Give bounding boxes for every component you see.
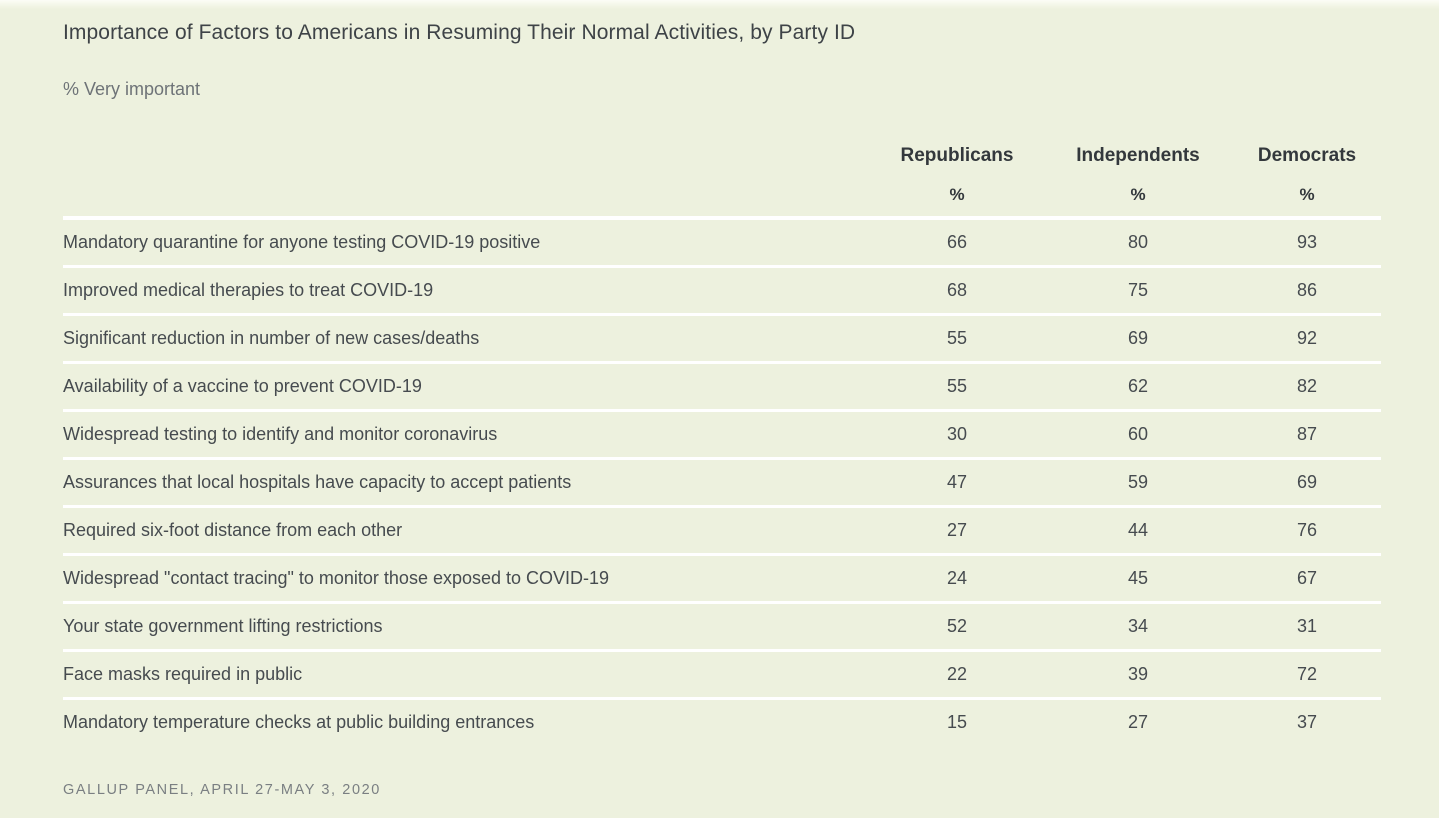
table-row: Mandatory temperature checks at public b… (63, 698, 1381, 746)
factor-label: Significant reduction in number of new c… (63, 327, 480, 348)
factor-label: Widespread "contact tracing" to monitor … (63, 567, 610, 588)
table-row: Assurances that local hospitals have cap… (63, 458, 1381, 506)
factor-label: Required six-foot distance from each oth… (63, 519, 403, 540)
gallup-table-page: Importance of Factors to Americans in Re… (0, 9, 1439, 798)
factor-label: Assurances that local hospitals have cap… (63, 471, 572, 492)
republicans-value: 22 (946, 663, 968, 684)
table-row: Your state government lifting restrictio… (63, 602, 1381, 650)
democrats-value: 92 (1296, 327, 1318, 348)
republicans-value: 55 (946, 375, 968, 396)
democrats-value: 93 (1296, 231, 1318, 252)
unit-independents: % (1043, 174, 1233, 220)
democrats-value: 67 (1296, 567, 1318, 588)
factor-label: Your state government lifting restrictio… (63, 615, 383, 636)
table-row: Improved medical therapies to treat COVI… (63, 266, 1381, 314)
factor-label: Face masks required in public (63, 663, 303, 684)
unit-header-row: % % % (63, 174, 1381, 220)
unit-republicans: % (871, 174, 1043, 220)
factor-label: Mandatory temperature checks at public b… (63, 712, 535, 733)
independents-value: 27 (1127, 712, 1149, 733)
independents-value: 80 (1127, 231, 1149, 252)
page-title: Importance of Factors to Americans in Re… (63, 21, 856, 44)
republicans-value: 27 (946, 519, 968, 540)
democrats-value: 82 (1296, 375, 1318, 396)
independents-value: 75 (1127, 279, 1149, 300)
democrats-value: 76 (1296, 519, 1318, 540)
independents-value: 44 (1127, 519, 1149, 540)
democrats-value: 31 (1296, 615, 1318, 636)
republicans-value: 68 (946, 279, 968, 300)
factor-label: Widespread testing to identify and monit… (63, 423, 498, 444)
democrats-value: 37 (1296, 712, 1318, 733)
factor-label: Availability of a vaccine to prevent COV… (63, 375, 422, 396)
republicans-value: 66 (946, 231, 968, 252)
table-row: Required six-foot distance from each oth… (63, 506, 1381, 554)
column-header-independents: Independents (1076, 145, 1200, 166)
independents-value: 60 (1127, 423, 1149, 444)
page-subtitle: % Very important (63, 79, 201, 99)
factor-label: Improved medical therapies to treat COVI… (63, 279, 434, 300)
table-body: Mandatory quarantine for anyone testing … (63, 218, 1381, 746)
republicans-value: 52 (946, 615, 968, 636)
independents-value: 69 (1127, 327, 1149, 348)
independents-value: 34 (1127, 615, 1149, 636)
source-note: GALLUP PANEL, APRIL 27-MAY 3, 2020 (63, 782, 381, 798)
table-row: Widespread "contact tracing" to monitor … (63, 554, 1381, 602)
democrats-value: 87 (1296, 423, 1318, 444)
independents-value: 45 (1127, 567, 1149, 588)
democrats-value: 72 (1296, 663, 1318, 684)
independents-value: 62 (1127, 375, 1149, 396)
table-row: Significant reduction in number of new c… (63, 314, 1381, 362)
republicans-value: 55 (946, 327, 968, 348)
republicans-value: 15 (946, 712, 968, 733)
independents-value: 59 (1127, 471, 1149, 492)
republicans-value: 24 (946, 567, 968, 588)
independents-value: 39 (1127, 663, 1149, 684)
table-row: Mandatory quarantine for anyone testing … (63, 218, 1381, 266)
column-header-republicans: Republicans (900, 145, 1014, 166)
unit-empty-cell (63, 174, 871, 220)
table-row: Face masks required in public 22 39 72 (63, 650, 1381, 698)
top-edge-highlight (0, 0, 1439, 9)
democrats-value: 69 (1296, 471, 1318, 492)
table-header: Republicans Independents Democrats % % % (63, 128, 1381, 220)
republicans-value: 30 (946, 423, 968, 444)
republicans-value: 47 (946, 471, 968, 492)
democrats-value: 86 (1296, 279, 1318, 300)
column-header-row: Republicans Independents Democrats (63, 128, 1381, 174)
poll-results-table: Republicans Independents Democrats % % %… (63, 128, 1381, 746)
unit-democrats: % (1233, 174, 1381, 220)
factor-column-header (63, 128, 871, 174)
factor-label: Mandatory quarantine for anyone testing … (63, 231, 541, 252)
table-row: Widespread testing to identify and monit… (63, 410, 1381, 458)
table-row: Availability of a vaccine to prevent COV… (63, 362, 1381, 410)
column-header-democrats: Democrats (1257, 145, 1357, 166)
